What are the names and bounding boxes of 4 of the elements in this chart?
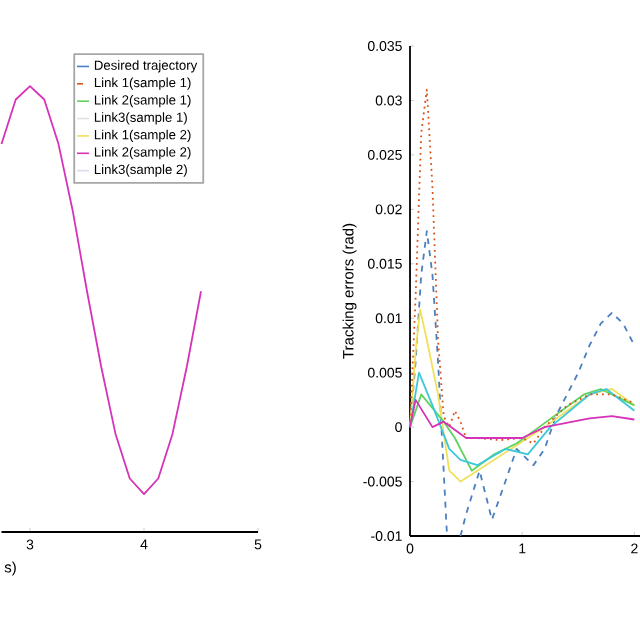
line-series <box>409 371 636 467</box>
line-series <box>409 388 636 472</box>
line-series <box>409 88 636 445</box>
line-series <box>409 398 636 439</box>
